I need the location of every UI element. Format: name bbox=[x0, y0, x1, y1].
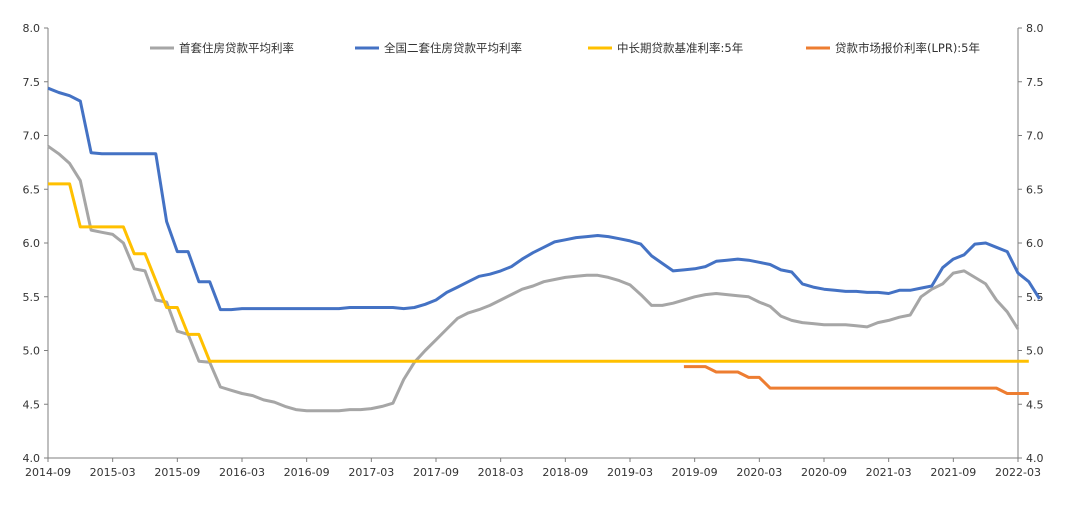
x-tick-label: 2019-09 bbox=[672, 466, 718, 479]
x-tick-label: 2017-03 bbox=[348, 466, 394, 479]
x-tick-label: 2016-09 bbox=[284, 466, 330, 479]
x-tick-label: 2016-03 bbox=[219, 466, 265, 479]
x-tick-label: 2015-09 bbox=[154, 466, 200, 479]
x-tick-label: 2014-09 bbox=[25, 466, 71, 479]
chart-series-lines bbox=[47, 86, 1041, 413]
y-tick-label-left: 6.5 bbox=[23, 183, 41, 196]
x-tick-label: 2021-03 bbox=[866, 466, 912, 479]
y-tick-label-left: 5.5 bbox=[23, 291, 41, 304]
x-tick-label: 2020-09 bbox=[801, 466, 847, 479]
y-tick-label-right: 4.5 bbox=[1026, 398, 1044, 411]
chart-axes: 4.0 4.0 4.5 4.5 5.0 5.0 5.5 5.5 6.0 6.0 6.5 6.5 7.0 7… bbox=[23, 22, 1044, 479]
y-tick-label-right: 4.0 bbox=[1026, 452, 1044, 465]
y-tick-label-right: 5.0 bbox=[1026, 345, 1044, 358]
legend-label-4: 贷款市场报价利率(LPR):5年 bbox=[835, 41, 980, 55]
y-tick-label-right: 8.0 bbox=[1026, 22, 1044, 35]
y-tick-label-right: 5.5 bbox=[1026, 291, 1044, 304]
x-tick-label: 2018-09 bbox=[542, 466, 588, 479]
x-tick-label: 2017-09 bbox=[413, 466, 459, 479]
x-tick-label: 2020-03 bbox=[736, 466, 782, 479]
legend-label-2: 全国二套住房贷款平均利率 bbox=[384, 41, 522, 55]
y-tick-label-left: 5.0 bbox=[23, 345, 41, 358]
y-tick-label-right: 7.0 bbox=[1026, 130, 1044, 143]
legend-label-3: 中长期贷款基准利率:5年 bbox=[617, 41, 743, 55]
y-tick-label-right: 7.5 bbox=[1026, 76, 1044, 89]
series-line-1 bbox=[47, 144, 1020, 413]
y-tick-label-left: 7.5 bbox=[23, 76, 41, 89]
y-tick-label-left: 4.5 bbox=[23, 398, 41, 411]
chart-legend: 首套住房贷款平均利率 全国二套住房贷款平均利率 中长期贷款基准利率:5年 贷款市场报价… bbox=[150, 41, 980, 55]
y-tick-label-left: 6.0 bbox=[23, 237, 41, 250]
series-line-2 bbox=[47, 86, 1041, 312]
x-tick-label: 2021-09 bbox=[930, 466, 976, 479]
series-line-3 bbox=[48, 182, 1029, 363]
legend-label-1: 首套住房贷款平均利率 bbox=[179, 41, 294, 55]
x-tick-label: 2019-03 bbox=[607, 466, 653, 479]
series-line-4 bbox=[683, 365, 1029, 395]
x-tick-label: 2022-03 bbox=[995, 466, 1041, 479]
y-tick-label-left: 8.0 bbox=[23, 22, 41, 35]
y-tick-label-left: 4.0 bbox=[23, 452, 41, 465]
y-tick-label-left: 7.0 bbox=[23, 130, 41, 143]
x-tick-label: 2018-03 bbox=[478, 466, 524, 479]
y-tick-label-right: 6.0 bbox=[1026, 237, 1044, 250]
x-tick-label: 2015-03 bbox=[90, 466, 136, 479]
y-tick-label-right: 6.5 bbox=[1026, 183, 1044, 196]
